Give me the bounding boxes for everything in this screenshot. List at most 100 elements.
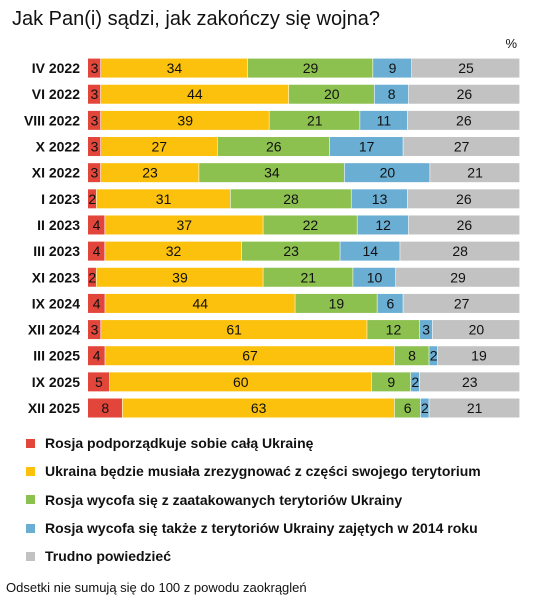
data-label: 2 [88,191,96,207]
bar-segment [101,320,367,340]
data-label: 26 [457,217,473,233]
data-label: 34 [167,60,183,76]
data-label: 2 [430,348,438,364]
data-label: 25 [458,60,474,76]
bar-segment [88,84,101,104]
legend-item: Rosja wycofa się z zaatakowanych terytor… [26,486,481,514]
legend-item: Rosja wycofa się także z terytoriów Ukra… [26,514,481,542]
bar-segment [122,398,395,418]
data-label: 21 [467,400,483,416]
data-label: 60 [233,374,249,390]
bar-segment [394,398,421,418]
data-label: 27 [151,139,167,155]
data-label: 13 [372,191,388,207]
bar-segment [88,58,101,78]
data-label: 8 [388,86,396,102]
bar-segment [96,267,263,287]
data-label: 20 [469,322,485,338]
data-label: 32 [166,243,182,259]
legend-item: Ukraina będzie musiała zrezygnować z czę… [26,457,481,485]
data-label: 67 [242,348,258,364]
bar-segment [100,58,248,78]
data-label: 11 [377,112,392,128]
data-label: 22 [303,217,319,233]
category-label: VI 2022 [32,86,80,102]
data-label: 44 [187,86,203,102]
bar-segment [344,163,430,183]
legend-swatch [26,438,35,448]
data-label: 8 [101,400,109,416]
data-label: 26 [456,191,472,207]
data-label: 4 [93,217,101,233]
bar-segment [263,215,357,235]
category-label: VIII 2022 [24,112,80,128]
bar-segment [360,110,408,130]
bar-segment [371,372,411,392]
bar-segment [351,189,408,209]
bar-segment [403,137,520,157]
bar-segment [340,241,400,261]
bar-segment [88,267,96,287]
data-label: 27 [454,295,470,311]
data-label: 21 [300,269,316,285]
data-label: 5 [95,374,103,390]
category-label: XII 2024 [28,322,80,338]
legend-label: Rosja wycofa się także z terytoriów Ukra… [45,520,478,537]
legend: Rosja podporządkuje sobie całą Ukrainę Uk… [26,429,481,570]
data-label: 2 [88,269,96,285]
bar-segment [247,58,373,78]
bar-segment [109,372,372,392]
data-label: 26 [456,112,472,128]
data-label: 26 [266,139,282,155]
bar-segment [88,346,105,366]
data-label: 27 [454,139,470,155]
bar-segment [374,84,409,104]
bar-segment [269,110,360,130]
legend-item: Trudno powiedzieć [26,542,481,570]
bar-segment [429,346,438,366]
data-label: 3 [91,139,99,155]
data-label: 28 [283,191,299,207]
bar-segment [329,137,403,157]
data-label: 29 [450,269,466,285]
data-label: 2 [411,374,419,390]
data-label: 3 [91,60,99,76]
category-label: III 2023 [33,243,80,259]
data-label: 3 [91,86,99,102]
bar-segment [408,215,520,235]
bar-segment [420,398,429,418]
bar-segment [199,163,345,183]
data-label: 29 [303,60,319,76]
legend-label: Rosja wycofa się z zaatakowanych terytor… [45,491,403,508]
legend-label: Rosja podporządkuje sobie całą Ukrainę [45,435,314,452]
legend-swatch [26,523,35,533]
bar-segment [88,110,101,130]
bar-segment [88,320,101,340]
category-label: X 2022 [36,139,81,155]
category-label: XII 2025 [28,400,80,416]
bar-segment [105,215,263,235]
bar-segment [403,293,520,313]
bar-segment [400,241,520,261]
bar-segment [100,84,289,104]
data-label: 63 [251,400,267,416]
bar-segment [217,137,330,157]
bar-segment [407,189,520,209]
bar-segment [88,293,105,313]
data-label: 23 [283,243,299,259]
bar-segment [105,346,395,366]
footnote: Odsetki nie sumują się do 100 z powodu z… [6,580,307,595]
bar-segment [100,137,217,157]
data-label: 31 [156,191,172,207]
data-label: 20 [324,86,340,102]
category-label: III 2025 [33,348,80,364]
bar-segment [437,346,520,366]
bar-segment [289,84,374,104]
bar-segment [105,241,242,261]
data-label: 8 [408,348,416,364]
data-label: 44 [193,295,209,311]
data-label: 3 [91,112,99,128]
bar-segment [430,163,520,183]
bar-segment [367,320,420,340]
